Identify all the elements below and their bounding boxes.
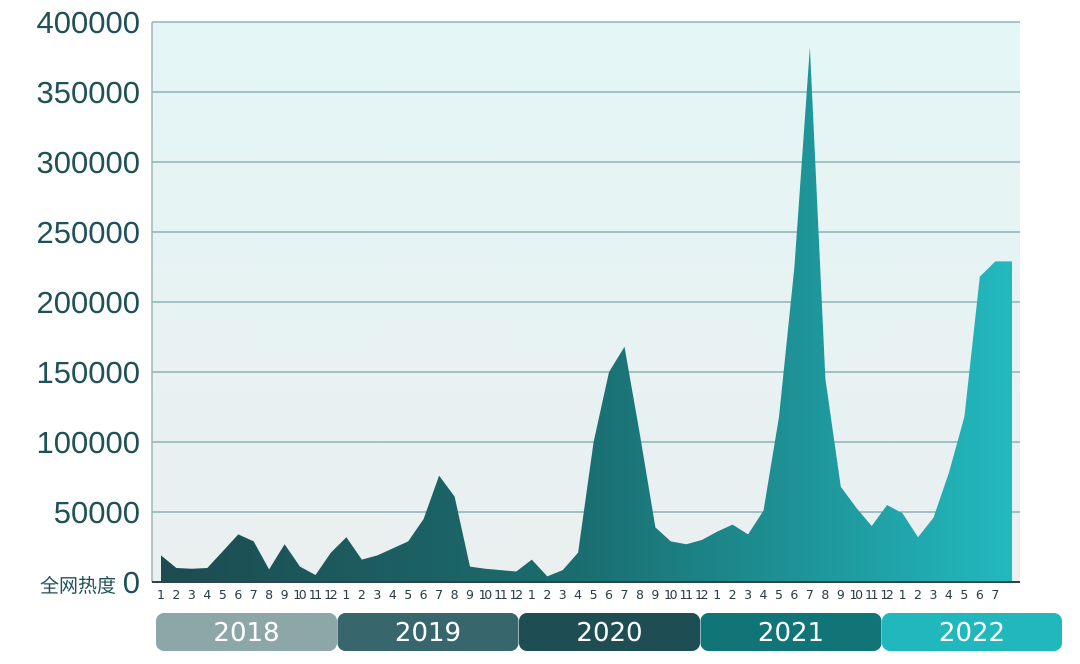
x-tick-label: 12: [324, 587, 338, 602]
x-tick-label: 9: [651, 587, 659, 602]
x-tick-label: 2: [914, 587, 922, 602]
x-tick-label: 5: [590, 587, 598, 602]
x-tick-label: 11: [865, 587, 879, 602]
x-tick-label: 2: [172, 587, 180, 602]
x-tick-label: 5: [960, 587, 968, 602]
x-tick-label: 11: [680, 587, 694, 602]
x-tick-label: 7: [250, 587, 258, 602]
x-tick-label: 7: [621, 587, 629, 602]
x-tick-label: 11: [494, 587, 508, 602]
x-tick-labels: 1 2 3 4 5 6 7 8 9 10 11 12 1 2 3 4 5 6 7 8 9 10 11 12 1 2 3 4 5 6 7 8 9 1…: [157, 587, 999, 602]
y-tick-label: 100000: [37, 425, 140, 460]
year-label: 2019: [395, 618, 461, 648]
x-tick-label: 8: [821, 587, 829, 602]
year-segment-2019: [337, 613, 519, 651]
x-tick-label: 6: [605, 587, 613, 602]
x-tick-label: 8: [636, 587, 644, 602]
x-tick-label: 3: [744, 587, 752, 602]
year-label: 2022: [939, 618, 1005, 648]
x-tick-label: 4: [760, 587, 768, 602]
x-tick-label: 10: [664, 587, 678, 602]
x-tick-label: 7: [991, 587, 999, 602]
x-tick-label: 5: [775, 587, 783, 602]
y-tick-label: 200000: [37, 285, 140, 320]
x-tick-label: 1: [899, 587, 907, 602]
x-tick-label: 5: [404, 587, 412, 602]
x-tick-label: 3: [188, 587, 196, 602]
y-tick-label: 150000: [37, 355, 140, 390]
year-segment-2022: [882, 613, 1062, 651]
y-tick-label: 350000: [37, 75, 140, 110]
x-tick-label: 1: [713, 587, 721, 602]
x-tick-label: 12: [510, 587, 524, 602]
y-tick-label: 250000: [37, 215, 140, 250]
x-tick-label: 4: [574, 587, 582, 602]
x-tick-label: 3: [373, 587, 381, 602]
x-tick-label: 10: [850, 587, 864, 602]
year-segment-2018: [156, 613, 337, 651]
x-tick-label: 3: [930, 587, 938, 602]
x-tick-label: 11: [309, 587, 323, 602]
x-tick-label: 7: [435, 587, 443, 602]
x-tick-label: 9: [281, 587, 289, 602]
x-tick-label: 8: [265, 587, 273, 602]
year-label: 2021: [758, 618, 824, 648]
year-label: 2020: [576, 618, 642, 648]
x-tick-label: 1: [157, 587, 165, 602]
x-tick-label: 1: [342, 587, 350, 602]
x-tick-label: 1: [528, 587, 536, 602]
x-tick-label: 2: [729, 587, 737, 602]
x-tick-label: 10: [479, 587, 493, 602]
x-tick-label: 5: [219, 587, 227, 602]
y-tick-label: 400000: [37, 5, 140, 40]
gridlines: [152, 21, 1020, 513]
x-tick-label: 10: [293, 587, 307, 602]
x-tick-label: 2: [358, 587, 366, 602]
y-tick-label: 0: [123, 565, 140, 600]
year-segment-2020: [519, 613, 700, 651]
x-tick-label: 6: [976, 587, 984, 602]
x-tick-label: 6: [790, 587, 798, 602]
y-axis-title: 全网热度: [40, 575, 116, 597]
x-tick-label: 12: [880, 587, 894, 602]
y-tick-label: 300000: [37, 145, 140, 180]
x-tick-label: 4: [389, 587, 397, 602]
y-tick-label: 50000: [54, 495, 140, 530]
series-area: [161, 47, 1012, 582]
x-tick-label: 6: [234, 587, 242, 602]
x-tick-label: 6: [420, 587, 428, 602]
year-segment-2021: [700, 613, 882, 651]
x-tick-label: 8: [451, 587, 459, 602]
x-tick-label: 4: [203, 587, 211, 602]
x-tick-label: 9: [837, 587, 845, 602]
y-tick-labels: 0 50000 100000 150000 200000 250000 300000 3500…: [37, 5, 140, 600]
year-legend-bar: 2018 2019 2020 2021 2022: [156, 613, 1062, 651]
x-tick-label: 7: [806, 587, 814, 602]
x-tick-label: 3: [559, 587, 567, 602]
x-tick-label: 4: [945, 587, 953, 602]
year-label: 2018: [213, 618, 279, 648]
x-tick-label: 9: [466, 587, 474, 602]
x-tick-label: 12: [695, 587, 709, 602]
x-tick-label: 2: [543, 587, 551, 602]
